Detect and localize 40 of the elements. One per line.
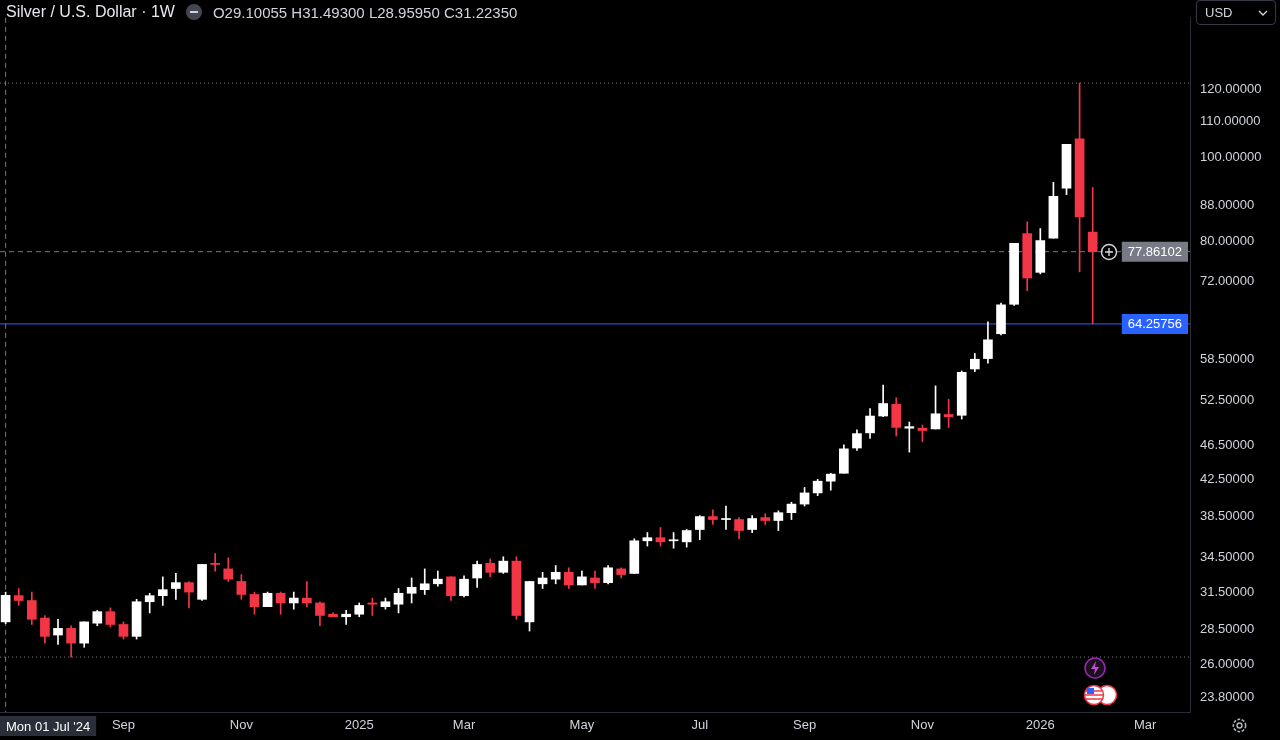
text: USD bbox=[1205, 5, 1233, 20]
x-tick-label: Nov bbox=[229, 717, 254, 733]
x-tick-label: May bbox=[569, 717, 595, 733]
y-tick-label: 80.00000 bbox=[1200, 233, 1255, 249]
candlestick bbox=[341, 610, 351, 625]
y-tick-label: 38.50000 bbox=[1200, 508, 1255, 524]
ref-line-label: Mon 01 Jul '24 bbox=[6, 718, 91, 734]
chart-subtitle: O29.10055 H31.49300 L28.95950 C31.22350 bbox=[212, 3, 518, 21]
candlestick bbox=[1087, 187, 1098, 325]
y-tick-label: 110.00000 bbox=[1200, 113, 1261, 129]
y-tick-label: 42.50000 bbox=[1200, 470, 1255, 486]
y-tick-label: 23.80000 bbox=[1200, 689, 1255, 705]
x-tick-label: Sep bbox=[111, 717, 136, 733]
candlestick bbox=[708, 509, 718, 525]
y-tick-label: 72.00000 bbox=[1200, 272, 1255, 288]
x-tick-label: Sep bbox=[792, 717, 817, 733]
x-tick-label: Mar bbox=[1133, 717, 1157, 733]
y-tick-label: 120.00000 bbox=[1200, 80, 1262, 96]
x-tick-label: Jul bbox=[691, 717, 709, 733]
candlestick bbox=[302, 581, 312, 608]
candlestick bbox=[157, 576, 168, 606]
candlestick bbox=[721, 505, 731, 530]
x-tick-label: 2026 bbox=[1025, 717, 1055, 733]
y-tick-label: 34.50000 bbox=[1200, 549, 1255, 565]
y-tick-label: 52.50000 bbox=[1200, 391, 1255, 407]
candlestick bbox=[171, 573, 181, 600]
y-tick-label: 31.50000 bbox=[1200, 583, 1255, 599]
y-tick-label: 88.00000 bbox=[1200, 197, 1255, 213]
y-tick-label: 26.00000 bbox=[1200, 655, 1255, 671]
x-tick-label: Mar bbox=[452, 717, 476, 733]
chart-title: Silver / U.S. Dollar · 1W bbox=[6, 3, 175, 21]
y-tick-label: 100.00000 bbox=[1200, 149, 1262, 165]
y-tick-label: 28.50000 bbox=[1200, 621, 1255, 637]
candlestick bbox=[210, 553, 220, 572]
x-tick-label: Nov bbox=[910, 717, 935, 733]
ref-line-label: 64.25756 bbox=[1127, 316, 1183, 332]
x-tick-label: 2025 bbox=[344, 717, 374, 733]
y-tick-label: 58.50000 bbox=[1200, 350, 1255, 366]
ref-line-label: 77.86102 bbox=[1127, 244, 1183, 260]
y-tick-label: 46.50000 bbox=[1200, 437, 1255, 453]
